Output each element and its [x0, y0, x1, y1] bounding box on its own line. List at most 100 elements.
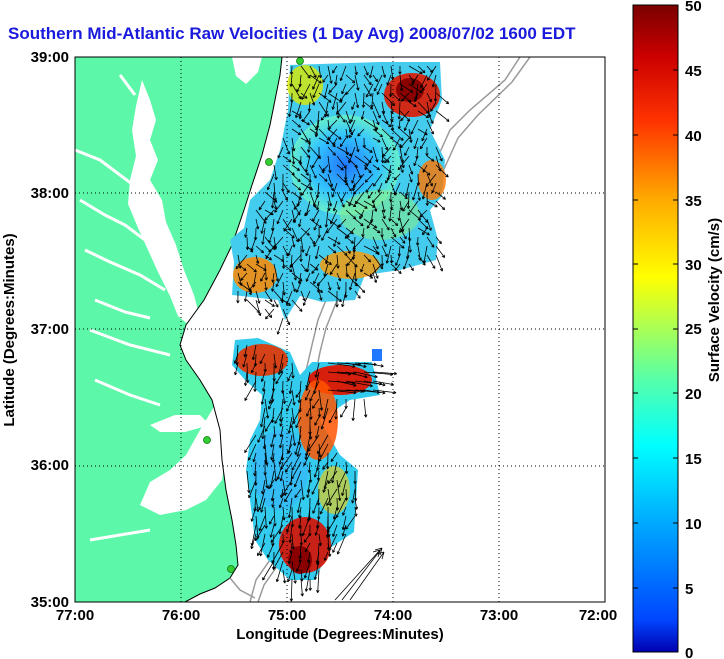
velocity-arrow: [336, 101, 340, 119]
velocity-arrow: [372, 137, 381, 143]
velocity-arrow: [291, 281, 296, 293]
velocity-arrow: [287, 497, 293, 519]
velocity-arrow: [372, 128, 383, 138]
velocity-arrow: [417, 110, 430, 119]
velocity-arrow: [335, 290, 339, 308]
velocity-arrow: [372, 119, 378, 132]
velocity-arrow: [307, 434, 320, 452]
velocity-arrow: [327, 128, 342, 140]
velocity-arrow: [398, 65, 402, 75]
velocity-arrow: [349, 272, 356, 291]
velocity-arrow: [334, 74, 338, 86]
velocity-arrow: [282, 155, 292, 163]
velocity-arrow: [408, 101, 417, 107]
velocity-arrow: [380, 227, 384, 238]
velocity-arrow: [426, 110, 434, 124]
velocity-arrow: [233, 353, 239, 364]
velocity-arrow: [345, 200, 357, 207]
velocity-arrow: [336, 164, 344, 171]
velocity-arrow: [433, 83, 438, 102]
velocity-arrow: [352, 173, 365, 189]
velocity-arrow: [306, 407, 311, 417]
velocity-arrow: [309, 380, 320, 402]
velocity-arrow: [348, 128, 356, 139]
velocity-arrow: [410, 119, 419, 135]
velocity-arrow: [345, 515, 356, 530]
velocity-arrow: [240, 272, 248, 281]
velocity-arrow: [408, 65, 423, 75]
velocity-arrow: [394, 263, 401, 272]
velocity-arrow: [300, 137, 309, 143]
velocity-arrow: [235, 254, 248, 270]
velocity-arrow: [302, 290, 311, 306]
velocity-arrow: [281, 173, 285, 192]
velocity-arrow: [271, 452, 276, 463]
y-tick-label: 36:00: [31, 457, 69, 474]
velocity-arrow: [372, 380, 394, 386]
velocity-arrow: [332, 506, 338, 520]
velocity-arrow: [264, 506, 268, 529]
velocity-arrow: [237, 254, 242, 269]
velocity-arrow: [313, 560, 320, 580]
velocity-arrow: [304, 569, 311, 592]
velocity-arrow: [315, 200, 320, 211]
velocity-arrow: [318, 443, 329, 462]
delaware-bay: [232, 57, 262, 84]
velocity-arrow: [309, 65, 317, 78]
velocity-arrow: [293, 200, 302, 210]
velocity-arrow: [327, 191, 333, 207]
velocity-arrow: [291, 236, 296, 248]
velocity-arrow: [259, 353, 266, 365]
velocity-arrow: [357, 128, 365, 137]
velocity-arrow: [421, 83, 428, 92]
velocity-arrow: [274, 200, 284, 213]
velocity-arrow: [372, 272, 378, 284]
velocity-arrow: [386, 74, 392, 86]
velocity-arrow: [307, 137, 311, 153]
velocity-arrow: [273, 263, 280, 282]
velocity-arrow: [255, 290, 261, 304]
velocity-arrow: [381, 209, 386, 220]
colorbar-tick-label: 25: [685, 321, 702, 338]
velocity-arrow: [313, 236, 320, 247]
velocity-arrow: [341, 524, 347, 537]
velocity-arrow: [435, 191, 446, 200]
velocity-arrow: [326, 488, 338, 506]
velocity-arrow: [354, 506, 358, 517]
velocity-arrow: [266, 173, 275, 191]
velocity-arrow: [285, 290, 293, 306]
velocity-arrow: [341, 83, 347, 95]
velocity-arrow: [296, 443, 302, 457]
velocity-arrow: [327, 281, 332, 291]
velocity-arrow: [336, 101, 347, 115]
velocity-arrow: [275, 560, 284, 583]
velocity-arrow: [345, 182, 352, 192]
velocity-arrow: [278, 515, 284, 535]
velocity-arrow: [361, 92, 366, 108]
velocity-arrow: [363, 74, 372, 86]
velocity-arrow: [273, 299, 279, 308]
velocity-arrow: [250, 506, 257, 522]
velocity-arrow: [435, 92, 450, 105]
velocity-arrow: [264, 299, 275, 307]
velocity-arrow: [351, 398, 356, 421]
velocity-arrow: [314, 524, 320, 536]
velocity-arrow: [256, 542, 266, 557]
velocity-arrow: [422, 164, 428, 173]
colorbar-tick-label: 35: [685, 193, 702, 210]
velocity-arrow: [342, 506, 347, 516]
nc-rivers: [89, 328, 171, 542]
velocity-arrow: [425, 191, 429, 206]
velocity-arrow: [282, 218, 291, 231]
velocity-arrow: [327, 362, 356, 368]
velocity-arrow: [290, 92, 294, 103]
velocity-arrow: [327, 200, 331, 212]
velocity-arrow: [399, 155, 405, 169]
velocity-arrow: [435, 254, 444, 272]
velocity-arrow: [274, 407, 284, 424]
velocity-arrow: [328, 533, 338, 551]
velocity-arrow: [332, 65, 338, 74]
velocity-arrow: [400, 137, 410, 149]
velocity-arrow: [345, 83, 356, 95]
velocity-arrow: [282, 299, 291, 306]
